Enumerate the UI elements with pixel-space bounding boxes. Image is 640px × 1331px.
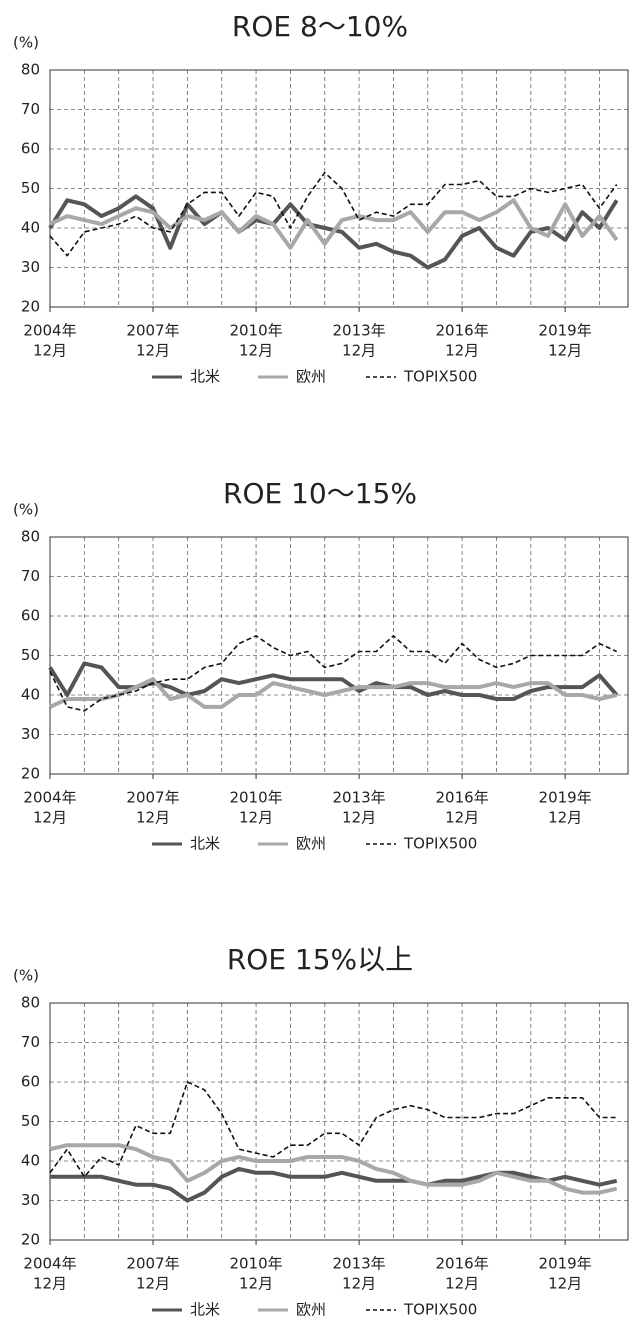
x-tick-label: 2004年: [23, 322, 76, 340]
x-tick-label: 12月: [548, 1275, 582, 1293]
series-line: [49, 198, 619, 250]
y-axis-label: (%): [13, 34, 39, 52]
y-tick-label: 60: [21, 607, 40, 625]
x-tick-label: 12月: [239, 1275, 273, 1293]
x-tick-label: 2019年: [539, 789, 592, 807]
y-axis-label: (%): [13, 967, 39, 985]
y-tick-label: 50: [21, 179, 40, 197]
y-tick-label: 20: [21, 1231, 40, 1249]
y-tick-label: 40: [21, 686, 40, 704]
y-tick-label: 30: [21, 1191, 40, 1209]
x-tick-label: 12月: [342, 1275, 376, 1293]
x-tick-label: 2013年: [332, 789, 385, 807]
y-tick-label: 70: [21, 100, 40, 118]
y-axis-label: (%): [13, 501, 39, 519]
series-line: [49, 1143, 618, 1195]
legend-label: TOPIX500: [403, 368, 477, 386]
x-tick-label: 2016年: [436, 789, 489, 807]
x-tick-label: 12月: [239, 809, 273, 827]
x-tick-label: 2007年: [126, 322, 179, 340]
x-tick-label: 12月: [445, 809, 479, 827]
legend-label: 欧州: [296, 1301, 326, 1319]
y-tick-label: 50: [21, 1112, 40, 1130]
x-tick-label: 12月: [136, 342, 170, 360]
x-tick-label: 2010年: [229, 1255, 282, 1273]
series-line: [49, 1081, 617, 1178]
y-tick-label: 80: [21, 528, 40, 546]
x-tick-label: 12月: [33, 342, 67, 360]
x-tick-label: 12月: [33, 1275, 67, 1293]
legend-label: 欧州: [296, 368, 326, 386]
y-tick-label: 70: [21, 567, 40, 585]
series-line: [50, 1166, 618, 1203]
plot-frame: [49, 536, 629, 775]
y-tick-label: 70: [21, 1033, 40, 1051]
x-tick-label: 12月: [33, 809, 67, 827]
x-tick-label: 12月: [136, 1275, 170, 1293]
x-tick-label: 12月: [548, 342, 582, 360]
y-tick-label: 30: [21, 258, 40, 276]
y-tick-label: 40: [21, 1152, 40, 1170]
legend-label: TOPIX500: [403, 1301, 477, 1319]
y-tick-label: 20: [21, 765, 40, 783]
x-tick-label: 12月: [445, 342, 479, 360]
x-tick-label: 2004年: [23, 1255, 76, 1273]
chart-title: ROE 10～15%: [223, 477, 417, 510]
plot-frame: [49, 1002, 629, 1241]
x-tick-label: 12月: [548, 809, 582, 827]
x-tick-label: 2019年: [539, 1255, 592, 1273]
x-tick-label: 12月: [342, 809, 376, 827]
legend-label: 北米: [190, 1301, 220, 1319]
y-tick-label: 60: [21, 140, 40, 158]
x-tick-label: 2016年: [436, 1255, 489, 1273]
x-tick-label: 2007年: [126, 1255, 179, 1273]
y-tick-label: 60: [21, 1073, 40, 1091]
x-tick-label: 2004年: [23, 789, 76, 807]
y-tick-label: 50: [21, 646, 40, 664]
x-tick-label: 2010年: [229, 322, 282, 340]
chart-title: ROE 8～10%: [232, 10, 408, 43]
y-tick-label: 20: [21, 298, 40, 316]
x-tick-label: 2013年: [332, 1255, 385, 1273]
legend-label: 北米: [190, 835, 220, 853]
x-tick-label: 2016年: [436, 322, 489, 340]
legend-label: 欧州: [296, 835, 326, 853]
x-tick-label: 12月: [136, 809, 170, 827]
x-tick-label: 12月: [239, 342, 273, 360]
series-line: [49, 635, 618, 712]
x-tick-label: 2010年: [229, 789, 282, 807]
y-tick-label: 40: [21, 219, 40, 237]
legend-label: 北米: [190, 368, 220, 386]
x-tick-label: 2007年: [126, 789, 179, 807]
x-tick-label: 12月: [342, 342, 376, 360]
x-tick-label: 2019年: [539, 322, 592, 340]
series-line: [49, 171, 618, 257]
x-tick-label: 12月: [445, 1275, 479, 1293]
plot-frame: [49, 69, 629, 308]
y-tick-label: 30: [21, 725, 40, 743]
y-tick-label: 80: [21, 61, 40, 79]
y-tick-label: 80: [21, 994, 40, 1012]
series-line: [49, 677, 618, 709]
x-tick-label: 2013年: [332, 322, 385, 340]
legend-label: TOPIX500: [403, 835, 477, 853]
chart-title: ROE 15%以上: [227, 943, 413, 976]
